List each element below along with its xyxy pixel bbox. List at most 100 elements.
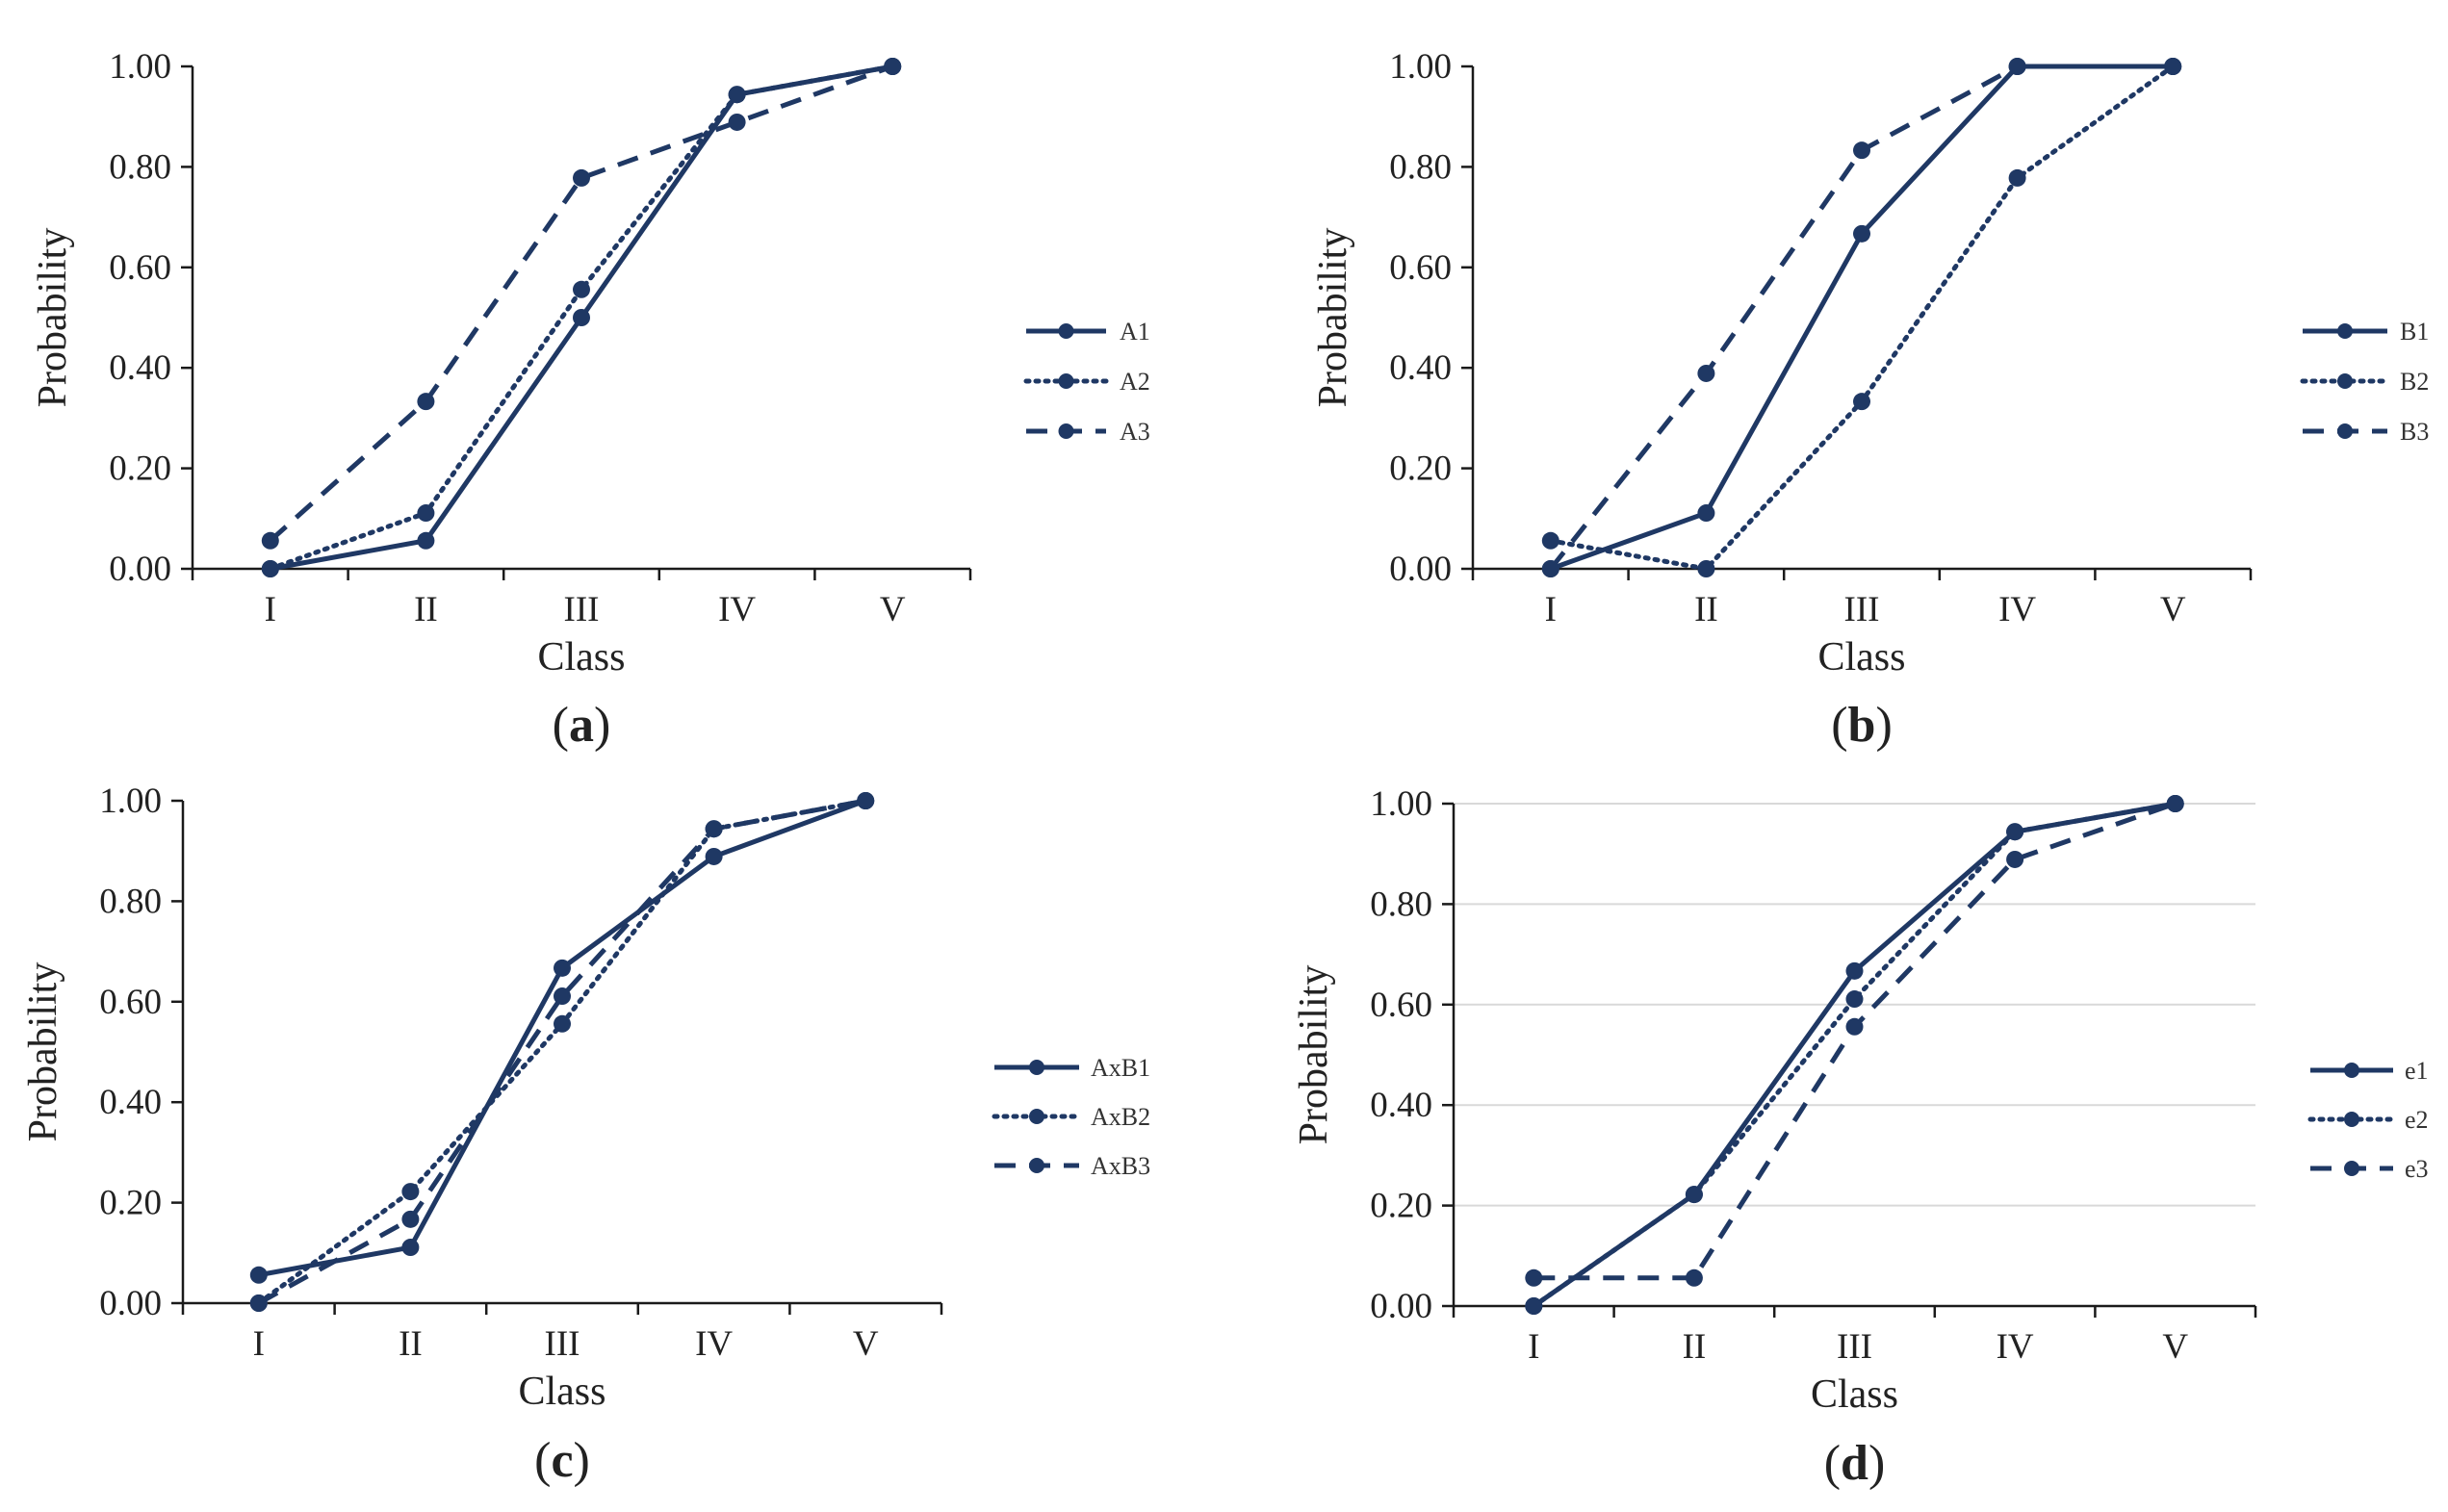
legend-marker	[2344, 1161, 2359, 1176]
legend-marker	[1029, 1109, 1044, 1124]
series-line	[1531, 801, 2178, 1309]
legend-marker	[1058, 323, 1074, 339]
legend-entry-A2: A2	[1023, 368, 1150, 396]
x-tick-label: V	[853, 1324, 879, 1364]
series-A3	[261, 58, 902, 550]
legend-label: e1	[2405, 1057, 2429, 1085]
legend-entry-AxB1: AxB1	[994, 1054, 1150, 1082]
x-tick-label: V	[880, 590, 906, 629]
data-point	[417, 504, 435, 523]
series-AxB1	[249, 792, 875, 1284]
legend-entry-e3: e3	[2310, 1155, 2429, 1183]
x-tick-label: II	[1683, 1327, 1707, 1367]
series-e2	[1525, 795, 2184, 1315]
data-point	[417, 531, 435, 550]
series-AxB3	[249, 792, 875, 1312]
legend-entry-AxB3: AxB3	[994, 1152, 1150, 1180]
data-point	[1845, 961, 1864, 980]
series-e3	[1525, 795, 2184, 1287]
y-tick-label: 0.40	[109, 348, 171, 388]
data-point	[705, 847, 723, 865]
data-point	[1685, 1269, 1703, 1287]
series-line	[269, 64, 894, 543]
x-tick-label: V	[2160, 590, 2186, 629]
legend-entry-B2: B2	[2300, 368, 2429, 396]
data-point	[554, 1014, 571, 1033]
legend-marker	[2337, 423, 2353, 439]
y-tick-label: 0.80	[99, 882, 162, 921]
y-tick-label: 0.40	[1389, 348, 1452, 388]
data-point	[1845, 1017, 1864, 1036]
y-tick-label: 1.00	[99, 782, 162, 821]
legend-entry-A3: A3	[1026, 418, 1150, 446]
legend-label: B1	[2400, 318, 2429, 346]
y-tick-label: 0.80	[109, 147, 171, 187]
legend-entry-e2: e2	[2307, 1106, 2429, 1134]
legend-marker	[1058, 373, 1074, 389]
x-tick-label: II	[414, 590, 438, 629]
chart-panel-c: 0.000.200.400.600.801.00I II III IV VClassPr…	[21, 782, 1150, 1488]
data-point	[1525, 1297, 1543, 1315]
data-point	[1541, 531, 1559, 550]
y-axis-title: Probability	[31, 228, 75, 408]
panel-label: (a)	[553, 698, 611, 753]
x-tick-label: I	[1528, 1327, 1539, 1367]
y-tick-label: 0.60	[99, 983, 162, 1022]
data-point	[1697, 504, 1715, 523]
x-tick-label: I	[1545, 590, 1557, 629]
data-point	[1845, 990, 1864, 1009]
legend-label: e3	[2405, 1155, 2429, 1183]
x-axis-title: Class	[518, 1370, 606, 1414]
y-axis-title: Probability	[1311, 228, 1355, 408]
legend-marker	[1029, 1158, 1044, 1173]
data-point	[573, 280, 590, 298]
legend-entry-B3: B3	[2303, 418, 2429, 446]
series-B2	[1541, 58, 2182, 577]
x-tick-label: V	[2162, 1327, 2188, 1367]
legend-label: AxB1	[1091, 1054, 1150, 1082]
series-line	[1532, 801, 2177, 1309]
x-tick-label: IV	[1997, 1327, 2034, 1367]
data-point	[261, 560, 279, 577]
series-e1	[1525, 795, 2184, 1315]
y-tick-label: 1.00	[109, 47, 171, 87]
panel-label: (b)	[1831, 698, 1893, 753]
x-tick-label: II	[399, 1324, 423, 1364]
legend-entry-AxB2: AxB2	[992, 1103, 1150, 1131]
x-tick-label: II	[1694, 590, 1718, 629]
y-tick-label: 0.20	[109, 449, 171, 489]
x-tick-label: IV	[695, 1324, 733, 1364]
data-point	[573, 168, 590, 187]
y-tick-label: 0.40	[99, 1083, 162, 1122]
data-point	[554, 959, 571, 977]
legend-label: AxB3	[1091, 1152, 1150, 1180]
y-tick-label: 0.00	[1389, 550, 1452, 589]
series-B1	[1541, 58, 2182, 577]
data-point	[2164, 58, 2182, 75]
data-point	[1853, 393, 1870, 411]
data-point	[401, 1239, 420, 1257]
series-line	[258, 798, 867, 1278]
data-point	[728, 113, 746, 131]
y-tick-label: 0.00	[109, 550, 171, 589]
legend-label: AxB2	[1091, 1103, 1150, 1131]
data-point	[1853, 224, 1870, 243]
data-point	[2166, 795, 2184, 812]
legend-marker	[2344, 1063, 2359, 1078]
y-tick-label: 0.00	[1370, 1287, 1432, 1326]
data-point	[2008, 58, 2026, 75]
x-tick-label: IV	[1998, 590, 2036, 629]
legend-label: B2	[2400, 368, 2429, 396]
data-point	[401, 1210, 420, 1228]
data-point	[884, 58, 902, 75]
data-point	[1853, 141, 1870, 160]
x-tick-label: III	[1844, 590, 1880, 629]
series-line	[257, 798, 866, 1306]
x-axis-title: Class	[537, 635, 625, 679]
data-point	[1541, 560, 1559, 577]
y-tick-label: 0.60	[1370, 986, 1432, 1025]
series-A1	[261, 58, 902, 577]
legend-marker	[1058, 423, 1074, 439]
chart-panel-a: 0.000.200.400.600.801.00I II III IV VClassPr…	[31, 47, 1150, 753]
y-tick-label: 0.20	[99, 1184, 162, 1223]
